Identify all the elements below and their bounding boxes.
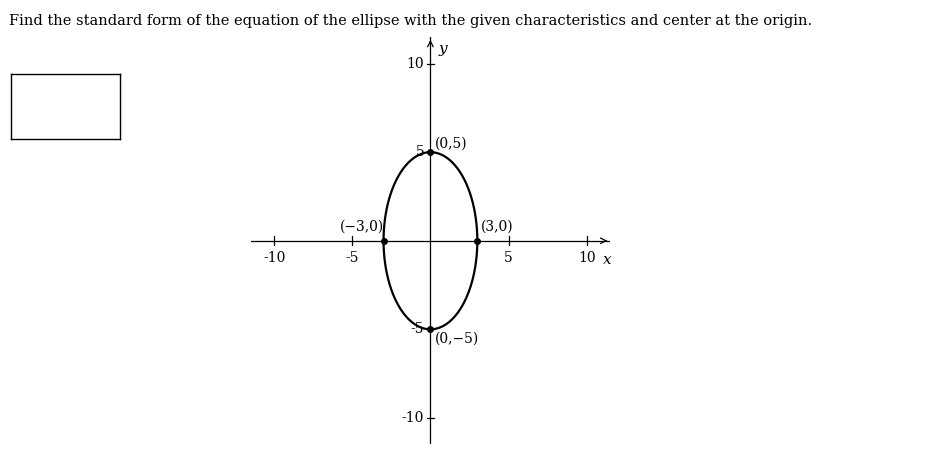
Text: 5: 5 [504,251,513,265]
Text: (0,−5): (0,−5) [435,332,480,345]
Text: 10: 10 [407,56,424,71]
Text: y: y [438,42,447,56]
Text: -5: -5 [345,251,359,265]
Text: (−3,0): (−3,0) [340,219,384,234]
Text: x: x [603,253,611,267]
Text: -10: -10 [402,411,424,425]
Text: 10: 10 [578,251,596,265]
Text: -5: -5 [411,322,424,336]
Text: Find the standard form of the equation of the ellipse with the given characteris: Find the standard form of the equation o… [9,14,813,28]
Text: -10: -10 [263,251,286,265]
Text: 5: 5 [415,145,424,159]
Text: (0,5): (0,5) [435,137,467,150]
Text: (3,0): (3,0) [481,219,513,234]
